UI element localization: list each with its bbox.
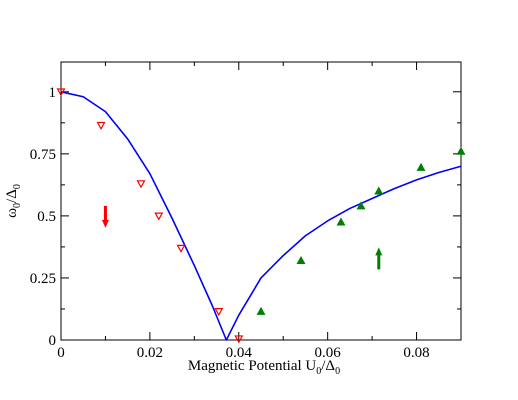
x-tick-label: 0.04 [226, 345, 253, 361]
down-triangle-point [234, 335, 244, 344]
y-axis-title-sub: 0 [12, 203, 23, 208]
x-tick-label: 0.02 [137, 345, 163, 361]
y-axis-title: ω0/Δ0 [4, 184, 23, 218]
up-triangle-point [416, 162, 426, 171]
up-triangle-point [374, 186, 384, 195]
fit-curve-line [60, 91, 462, 341]
x-tick-label: 0.06 [315, 345, 342, 361]
x-axis-title-main: Magnetic Potential U [188, 358, 316, 374]
up-triangle-point [296, 255, 306, 265]
y-tick-label: 1 [49, 85, 57, 101]
y-axis-title-div: /Δ [4, 189, 20, 203]
down-triangle-point [154, 212, 164, 221]
axis-tick-labels: 0 0.02 0.04 0.06 0.08 0 0.25 0.5 0.75 1 [30, 85, 430, 361]
annotation-layer [101, 205, 383, 270]
y-tick-label: 0 [49, 333, 57, 349]
up-triangle-point [336, 217, 346, 226]
x-axis-title-sub: 0 [316, 366, 321, 377]
down-triangle-point [96, 121, 106, 131]
x-axis-title: Magnetic Potential U0/Δ0 [188, 358, 340, 377]
x-axis-title-div: /Δ [321, 358, 335, 374]
y-axis-title-sub2: 0 [12, 184, 23, 189]
up-triangle-point [456, 146, 466, 155]
y-tick-label: 0.75 [30, 147, 56, 163]
up-triangle-point [256, 306, 266, 315]
plot-frame [60, 61, 462, 341]
up-triangle-point [356, 201, 366, 210]
x-tick-label: 0.08 [403, 345, 429, 361]
y-axis-title-main: ω [4, 208, 20, 218]
spin-up-arrow-head [375, 247, 383, 256]
down-triangle-point [214, 308, 224, 317]
y-tick-label: 0.5 [37, 209, 56, 225]
down-triangle-point [136, 180, 146, 189]
down-triangle-point [176, 244, 186, 253]
series-layer [56, 88, 466, 344]
x-tick-label: 0 [57, 345, 65, 361]
spin-down-arrow-head [101, 219, 109, 228]
down-triangle-point [56, 88, 66, 97]
y-tick-label: 0.25 [30, 271, 56, 287]
axis-ticks [60, 62, 461, 341]
x-axis-title-sub2: 0 [335, 366, 340, 377]
